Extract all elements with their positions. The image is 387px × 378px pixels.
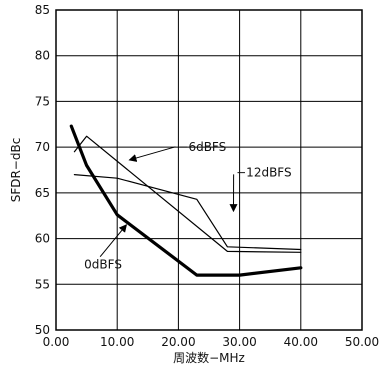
x-tick-label: 30.00	[222, 335, 256, 349]
y-tick-label: 80	[35, 49, 50, 63]
x-tick-label: 10.00	[100, 335, 134, 349]
y-tick-label: 65	[35, 186, 50, 200]
y-tick-label: 60	[35, 232, 50, 246]
x-tick-label: 50.00	[345, 335, 379, 349]
annotation-label: −12dBFS	[236, 165, 291, 179]
grid-lines	[55, 9, 363, 331]
y-axis-label: SFDR−dBc	[9, 138, 23, 203]
y-tick-label: 70	[35, 140, 50, 154]
x-tick-label: 20.00	[161, 335, 195, 349]
x-axis-label: 周波数−MHz	[173, 350, 245, 365]
y-tick-label: 85	[35, 3, 50, 17]
y-tick-label: 55	[35, 277, 50, 291]
series-line-0dbfs	[69, 124, 303, 277]
annotation-label: 0dBFS	[84, 258, 122, 272]
x-tick-label: 40.00	[284, 335, 318, 349]
annotation-label: −6dBFS	[178, 140, 226, 154]
y-tick-label: 50	[35, 323, 50, 337]
x-tick-label: 0.00	[43, 335, 70, 349]
annotation-arrow	[99, 224, 128, 258]
y-tick-label: 75	[35, 94, 50, 108]
tick-labels: 0.00 10.00 20.00 30.00 40.00 50.00 50 55 60 65 70 7…	[35, 3, 379, 349]
annotation-arrow	[128, 146, 176, 162]
series-line-6dbfs	[73, 135, 302, 253]
series-line-12dbfs	[73, 174, 302, 251]
annotations: −6dBFS −12dBFS 0dBFS	[84, 140, 291, 272]
series-lines	[69, 124, 303, 277]
plot-frame	[55, 9, 363, 331]
